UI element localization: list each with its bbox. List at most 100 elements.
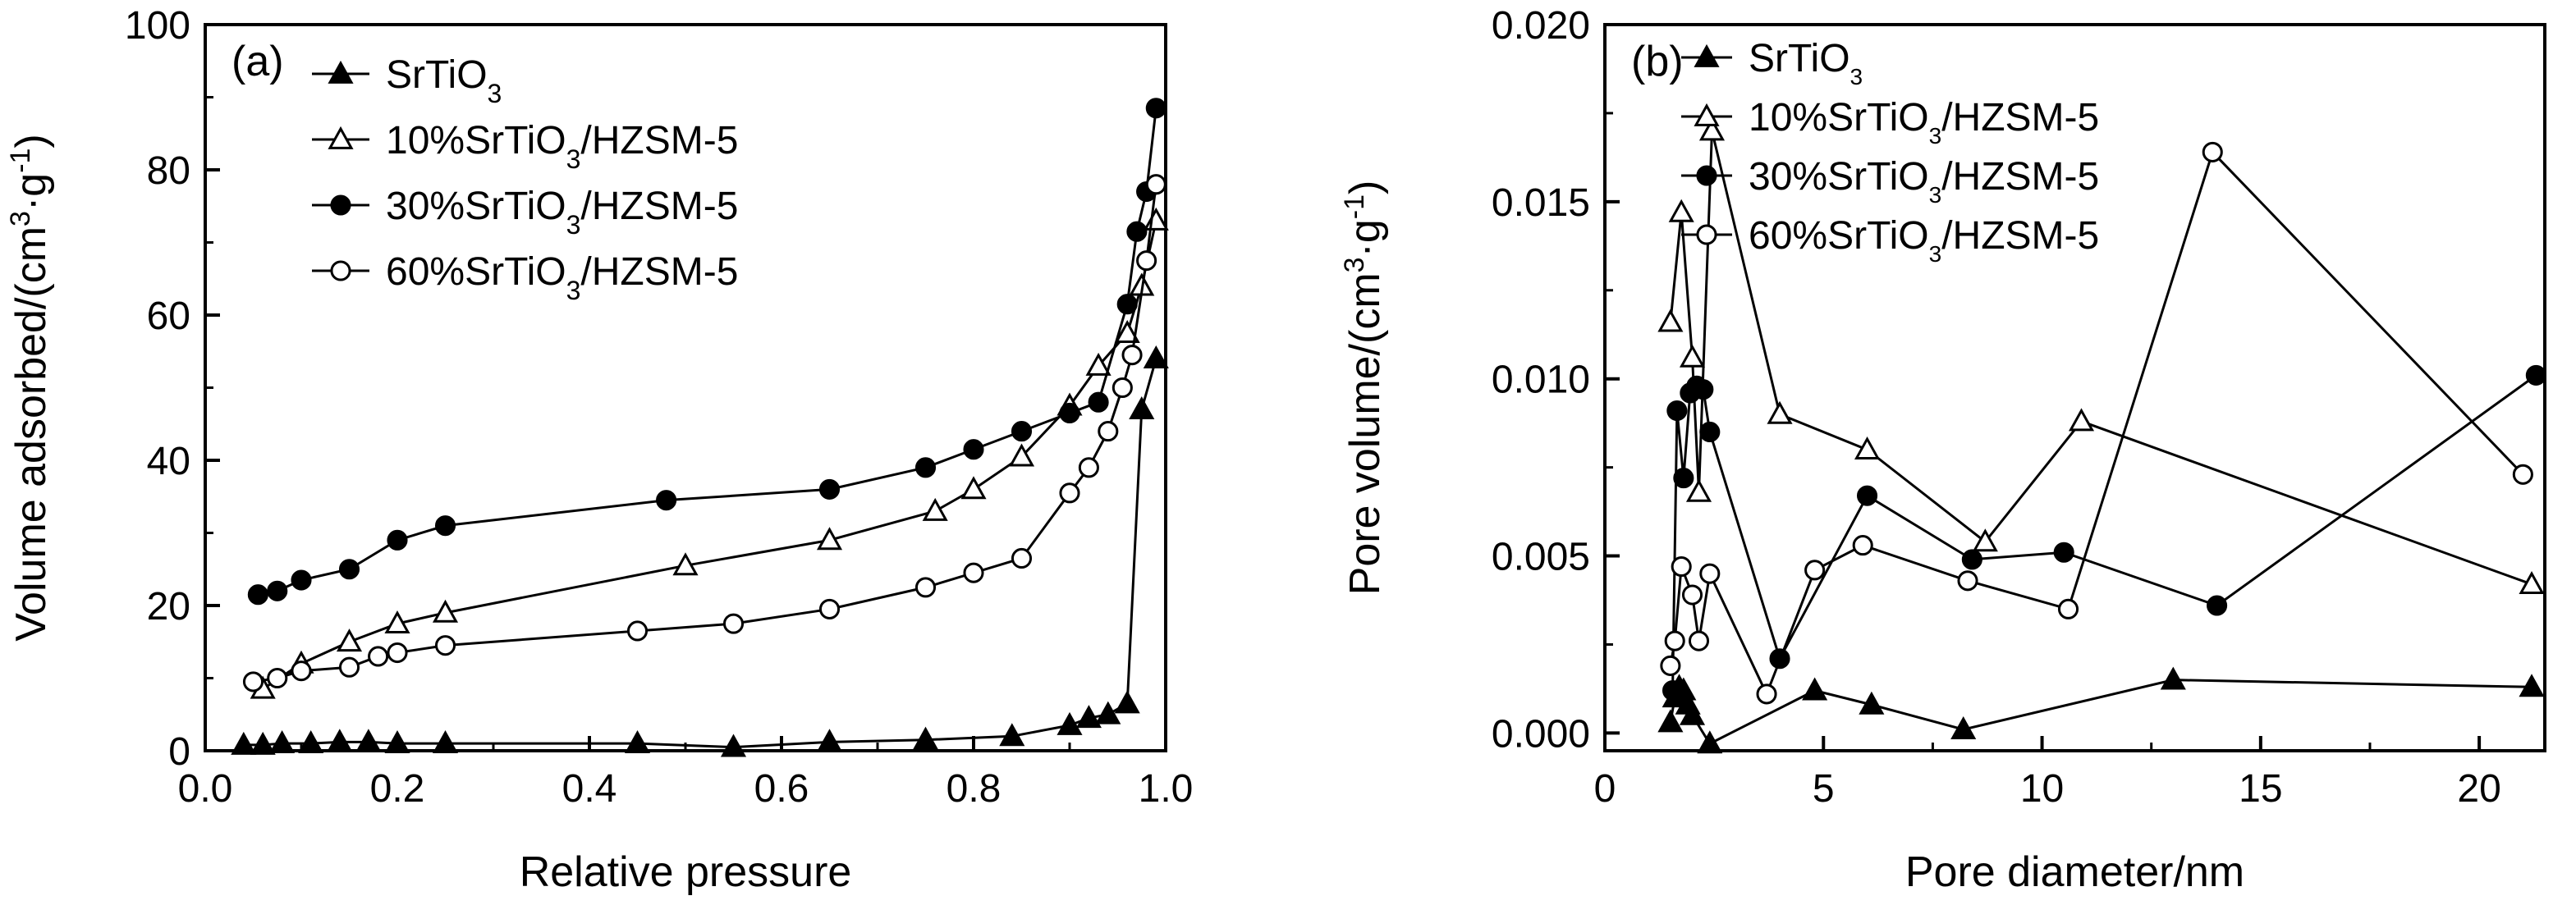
- data-point: [247, 584, 268, 606]
- y-tick-label: 20: [147, 585, 190, 628]
- data-point: [1699, 421, 1721, 443]
- data-point: [434, 515, 456, 537]
- data-point: [1075, 705, 1102, 729]
- data-point: [1059, 402, 1080, 424]
- data-point: [267, 667, 288, 689]
- data-point: [1114, 320, 1140, 344]
- y-tick-label: 0.005: [1492, 536, 1590, 579]
- legend-marker: [1696, 165, 1717, 186]
- data-point: [2525, 364, 2546, 386]
- data-point: [1671, 555, 1692, 578]
- data-point: [914, 457, 937, 478]
- data-point: [387, 529, 408, 551]
- data-point: [1972, 528, 1998, 552]
- data-point: [338, 559, 360, 580]
- legend-marker: [1694, 43, 1720, 67]
- legend-label: SrTiO3: [1749, 37, 1863, 89]
- data-point: [1681, 584, 1703, 606]
- data-point: [818, 598, 841, 619]
- x-tick-label: 0.6: [754, 767, 809, 811]
- panel-label: (b): [1631, 38, 1684, 85]
- legend-label: 60%SrTiO3/HZSM-5: [1749, 214, 2099, 267]
- data-point: [722, 613, 745, 634]
- data-point: [1668, 199, 1694, 222]
- data-point: [1126, 221, 1148, 242]
- data-point: [1767, 400, 1793, 424]
- plot-frame: [1603, 23, 2546, 752]
- data-point: [1673, 468, 1694, 489]
- legend-label: 60%SrTiO3/HZSM-5: [386, 250, 738, 305]
- x-tick-label: 0: [1594, 767, 1616, 811]
- data-point: [818, 478, 841, 500]
- data-point: [1143, 345, 1169, 368]
- data-point: [1666, 400, 1688, 422]
- data-point: [1057, 711, 1083, 735]
- data-point: [1145, 98, 1167, 119]
- data-point: [231, 731, 257, 755]
- data-point: [432, 599, 459, 623]
- data-point: [922, 497, 948, 521]
- series-1: [1657, 666, 2545, 754]
- data-point: [1688, 630, 1710, 651]
- data-point: [672, 552, 699, 576]
- data-point: [1859, 691, 1885, 715]
- data-point: [2207, 595, 2228, 616]
- data-point: [2160, 666, 2186, 690]
- data-point: [338, 656, 360, 678]
- x-tick-label: 15: [2239, 767, 2282, 811]
- x-tick-label: 0.8: [947, 767, 1002, 811]
- x-tick-label: 10: [2020, 767, 2064, 811]
- y-axis-label: Pore volume/(cm3·g-1): [1339, 181, 1389, 596]
- legend-label: 10%SrTiO3/HZSM-5: [386, 119, 738, 174]
- series-line: [1669, 679, 2532, 746]
- series-line: [258, 107, 1157, 596]
- data-point: [291, 569, 312, 591]
- y-tick-label: 0.000: [1492, 712, 1590, 756]
- data-point: [963, 439, 984, 460]
- data-point: [1143, 207, 1169, 231]
- data-point: [327, 729, 353, 752]
- data-point: [1679, 344, 1706, 368]
- data-point: [298, 730, 324, 754]
- data-point: [267, 580, 288, 601]
- x-tick-label: 0.0: [178, 767, 233, 811]
- data-point: [960, 476, 987, 500]
- series-4: [1660, 141, 2533, 705]
- legend: SrTiO3 10%SrTiO3/HZSM-5 30%SrTiO3/HZSM-5 60…: [312, 53, 738, 305]
- legend-label: 30%SrTiO3/HZSM-5: [386, 185, 738, 240]
- data-point: [816, 729, 843, 752]
- data-point: [242, 671, 264, 692]
- data-point: [1698, 117, 1726, 141]
- data-point: [355, 729, 382, 752]
- data-point: [1804, 560, 1826, 581]
- data-point: [1961, 549, 1982, 570]
- panel-label: (a): [231, 38, 284, 85]
- data-point: [2519, 571, 2545, 594]
- data-point: [1699, 563, 1721, 584]
- data-point: [2068, 408, 2095, 432]
- y-tick-label: 0.010: [1492, 359, 1590, 402]
- data-point: [914, 577, 937, 598]
- data-point: [291, 660, 312, 682]
- data-point: [999, 723, 1025, 747]
- data-point: [1657, 309, 1684, 332]
- legend-label: 10%SrTiO3/HZSM-5: [1749, 96, 2099, 149]
- data-point: [1145, 174, 1167, 195]
- x-tick-label: 1.0: [1139, 767, 1194, 811]
- data-point: [1660, 655, 1681, 676]
- data-point: [963, 562, 984, 583]
- data-point: [1112, 377, 1133, 399]
- data-point: [1657, 709, 1684, 733]
- data-point: [1697, 730, 1723, 754]
- data-point: [1008, 443, 1035, 467]
- data-point: [626, 620, 649, 642]
- data-point: [2519, 674, 2545, 697]
- data-point: [1685, 478, 1712, 502]
- data-point: [1950, 716, 1977, 739]
- data-point: [1078, 457, 1099, 478]
- data-point: [1693, 379, 1714, 400]
- data-point: [387, 642, 408, 664]
- data-point: [434, 635, 456, 656]
- data-point: [720, 734, 747, 757]
